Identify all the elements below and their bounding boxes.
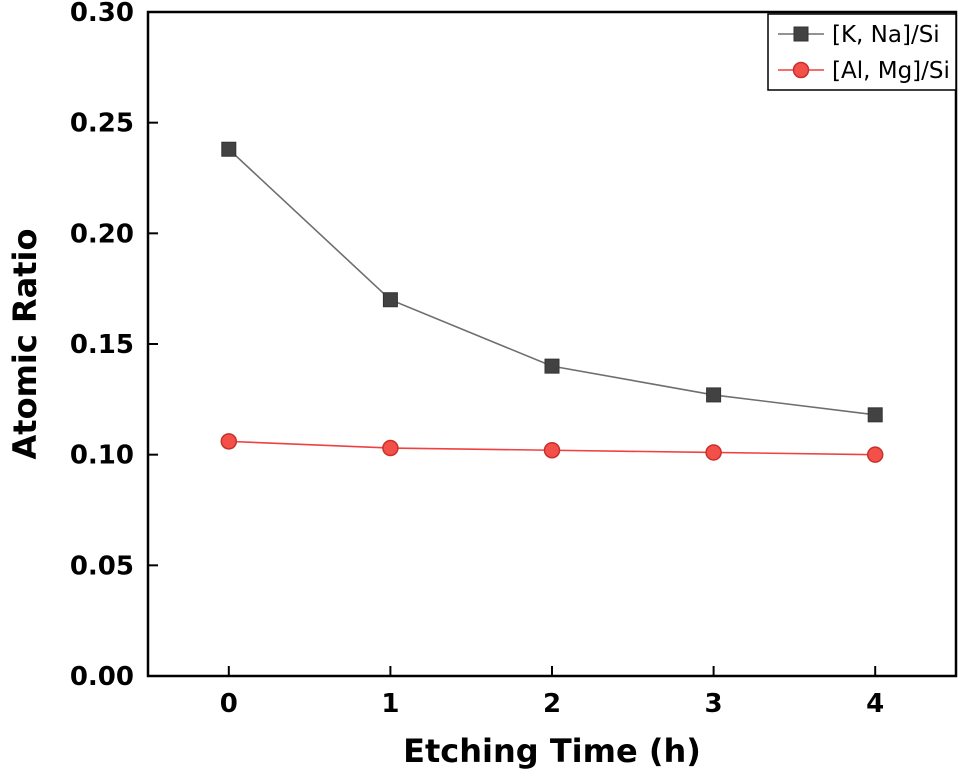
y-axis-tick-label: 0.15 <box>70 330 134 360</box>
x-axis-title: Etching Time (h) <box>403 732 701 770</box>
series-marker-square <box>544 358 560 374</box>
series-marker-square <box>867 407 883 423</box>
series-marker-circle <box>866 446 884 463</box>
series-0 <box>221 141 883 423</box>
x-axis-tick-label: 1 <box>381 689 399 719</box>
x-axis-tick-label: 2 <box>543 689 561 719</box>
plot-frame <box>146 10 958 678</box>
series-marker-circle <box>705 444 722 461</box>
y-axis-tick-label: 0.25 <box>70 109 134 139</box>
series-marker-square <box>221 141 237 157</box>
x-axis-tick-label: 4 <box>866 689 884 719</box>
x-axis-tick-label: 3 <box>705 689 723 719</box>
series-marker-square <box>382 292 398 308</box>
y-axis-title: Atomic Ratio <box>6 229 44 460</box>
series-marker-circle <box>382 439 399 457</box>
series-marker-square <box>793 26 809 42</box>
y-axis-tick-label: 0.30 <box>70 0 134 28</box>
legend-label: [Al, Mg]/Si <box>832 58 950 84</box>
series-marker-circle <box>220 433 238 450</box>
legend-label: [K, Na]/Si <box>832 22 940 48</box>
y-axis-tick-label: 0.20 <box>70 219 134 249</box>
y-axis-tick-label: 0.10 <box>70 441 134 471</box>
legend: [K, Na]/Si [Al, Mg]/Si <box>767 13 957 91</box>
x-axis: 0 1 2 3 4 <box>220 666 884 719</box>
x-axis-tick-label: 0 <box>220 689 238 719</box>
legend-entry: [Al, Mg]/Si <box>778 58 950 84</box>
series-marker-circle <box>792 61 810 79</box>
y-axis: 0.00 0.05 0.10 0.15 0.20 0.25 0.30 <box>70 0 158 692</box>
legend-entry: [K, Na]/Si <box>778 22 940 48</box>
series-line <box>228 148 876 416</box>
y-axis-tick-label: 0.00 <box>70 662 134 692</box>
series-marker-square <box>706 387 722 403</box>
series-marker-circle <box>543 441 561 459</box>
series-1 <box>220 433 884 463</box>
y-axis-tick-label: 0.05 <box>70 551 134 581</box>
